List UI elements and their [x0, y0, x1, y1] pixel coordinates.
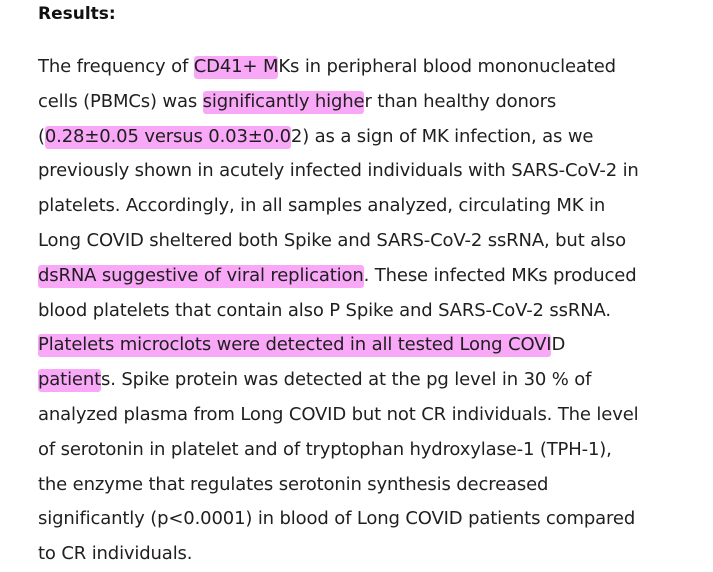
paragraph-line: to CR individuals.: [38, 537, 713, 572]
text-segment: . These infected MKs produced: [363, 264, 637, 286]
text-segment: Ks in peripheral blood mononucleated: [278, 56, 616, 77]
paragraph-line: cells (PBMCs) was significantly higher t…: [38, 85, 713, 120]
paragraph-line: significantly (p<0.0001) in blood of Lon…: [38, 502, 713, 537]
paragraph-line: The frequency of CD41+ MKs in peripheral…: [38, 50, 713, 85]
paragraph-line: platelets. Accordingly, in all samples a…: [38, 189, 713, 224]
text-segment: Long COVID sheltered both Spike and SARS…: [38, 229, 626, 251]
paragraph-line: Platelets microclots were detected in al…: [38, 328, 713, 363]
highlighted-text: 0.28±0.05 versus 0.03±0.0: [44, 125, 291, 149]
highlighted-text: significantly highe: [202, 90, 365, 114]
text-segment: to CR individuals.: [38, 543, 193, 565]
text-segment: the enzyme that regulates serotonin synt…: [38, 473, 549, 495]
text-segment: blood platelets that contain also P Spik…: [38, 299, 611, 321]
paragraph-line: dsRNA suggestive of viral replication. T…: [38, 259, 713, 294]
text-segment: analyzed plasma from Long COVID but not …: [38, 403, 639, 425]
text-segment: s. Spike protein was detected at the pg …: [101, 369, 592, 391]
text-segment: of serotonin in platelet and of tryptoph…: [38, 438, 612, 460]
text-segment: D: [551, 334, 566, 356]
results-paragraph: The frequency of CD41+ MKs in peripheral…: [38, 50, 713, 572]
highlighted-text: CD41+ M: [193, 56, 279, 79]
text-segment: platelets. Accordingly, in all samples a…: [38, 195, 606, 217]
text-segment: cells (PBMCs) was: [38, 90, 203, 112]
highlighted-text: dsRNA suggestive of viral replication: [38, 264, 364, 288]
paragraph-line: analyzed plasma from Long COVID but not …: [38, 398, 713, 433]
text-segment: r than healthy donors: [364, 90, 557, 112]
paragraph-line: patients. Spike protein was detected at …: [38, 363, 713, 398]
highlighted-text: patient: [38, 369, 102, 393]
highlighted-text: Platelets microclots were detected in al…: [38, 334, 552, 358]
text-segment: (: [38, 125, 45, 147]
results-heading: Results:: [38, 4, 116, 24]
paragraph-line: blood platelets that contain also P Spik…: [38, 294, 713, 329]
text-segment: previously shown in acutely infected ind…: [38, 160, 639, 182]
text-segment: significantly (p<0.0001) in blood of Lon…: [38, 508, 636, 530]
paragraph-line: of serotonin in platelet and of tryptoph…: [38, 433, 713, 468]
paragraph-line: previously shown in acutely infected ind…: [38, 154, 713, 189]
paragraph-line: (0.28±0.05 versus 0.03±0.02) as a sign o…: [38, 120, 713, 155]
paragraph-line: Long COVID sheltered both Spike and SARS…: [38, 224, 713, 259]
text-segment: 2) as a sign of MK infection, as we: [290, 125, 594, 147]
text-segment: The frequency of: [38, 56, 194, 77]
paragraph-line: the enzyme that regulates serotonin synt…: [38, 468, 713, 503]
